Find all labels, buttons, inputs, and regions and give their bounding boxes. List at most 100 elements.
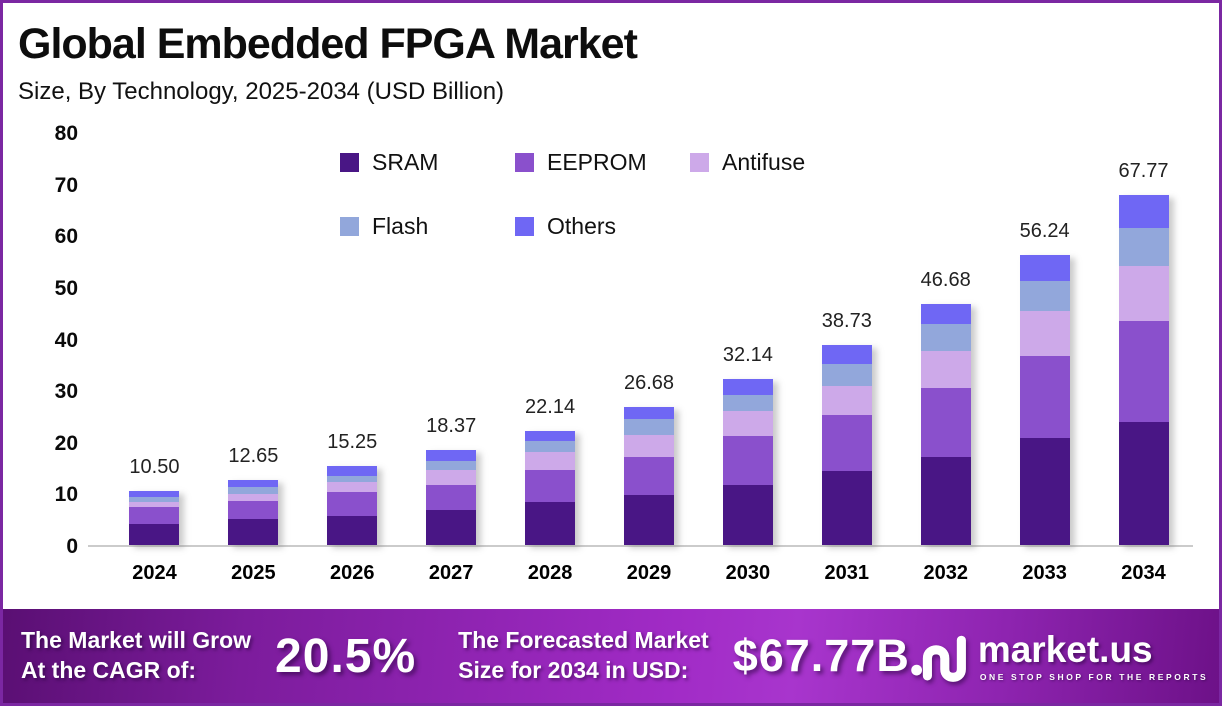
logo-name: market.us — [977, 628, 1153, 670]
stacked-bar-2027[interactable]: 18.37 — [426, 415, 477, 545]
legend-item-antifuse[interactable]: Antifuse — [690, 149, 805, 176]
bar-segment-sram-2033[interactable] — [1019, 437, 1070, 545]
bar-segment-flash-2033[interactable] — [1019, 280, 1070, 311]
stacked-bar-2025[interactable]: 12.65 — [228, 445, 279, 545]
bar-segment-flash-2031[interactable] — [821, 363, 872, 387]
forecast-label: The Forecasted Market Size for 2034 in U… — [458, 626, 709, 686]
bar-segment-others-2028[interactable] — [525, 430, 576, 441]
stacked-bar-2026[interactable]: 15.25 — [327, 431, 378, 545]
bar-group-2026: 15.25 2026 — [303, 134, 402, 584]
y-tick-label-10: 10 — [54, 483, 78, 507]
x-axis-label-2028: 2028 — [527, 562, 573, 584]
bar-segment-others-2029[interactable] — [623, 407, 674, 419]
chart-subtitle: Size, By Technology, 2025-2034 (USD Bill… — [18, 78, 505, 106]
bar-segment-others-2025[interactable] — [228, 479, 279, 488]
legend-item-flash[interactable]: Flash — [340, 213, 515, 240]
bar-segment-eeprom-2026[interactable] — [327, 492, 378, 516]
legend-item-others[interactable]: Others — [515, 213, 690, 240]
total-value-label-2026: 15.25 — [327, 431, 378, 454]
stacked-bar-2029[interactable]: 26.68 — [623, 372, 674, 545]
bar-segment-eeprom-2033[interactable] — [1019, 355, 1070, 438]
bar-segment-antifuse-2034[interactable] — [1118, 266, 1169, 321]
bar-segment-sram-2031[interactable] — [821, 470, 872, 545]
legend-item-eeprom[interactable]: EEPROM — [515, 149, 690, 176]
bar-segment-eeprom-2027[interactable] — [426, 484, 477, 511]
bar-segment-antifuse-2024[interactable] — [129, 501, 180, 507]
bar-segment-sram-2026[interactable] — [327, 515, 378, 545]
stacked-bar-2024[interactable]: 10.50 — [129, 456, 180, 545]
bar-segment-eeprom-2029[interactable] — [623, 456, 674, 496]
bar-segment-others-2033[interactable] — [1019, 254, 1070, 281]
stacked-bar-2032[interactable]: 46.68 — [920, 269, 971, 545]
bar-segment-flash-2025[interactable] — [228, 487, 279, 494]
legend-swatch-others — [515, 217, 534, 236]
bar-segment-sram-2028[interactable] — [525, 502, 576, 545]
bar-segment-sram-2027[interactable] — [426, 510, 477, 545]
bar-segment-others-2032[interactable] — [920, 304, 971, 325]
bar-segment-sram-2025[interactable] — [228, 519, 279, 545]
legend-swatch-antifuse — [690, 153, 709, 172]
bar-segment-sram-2030[interactable] — [722, 484, 773, 545]
bar-segment-eeprom-2025[interactable] — [228, 500, 279, 520]
bar-segment-others-2034[interactable] — [1118, 195, 1169, 229]
bar-segment-flash-2027[interactable] — [426, 461, 477, 470]
cagr-label-line1: The Market will Grow — [21, 627, 252, 654]
logo-tagline: ONE STOP SHOP FOR THE REPORTS — [979, 671, 1209, 682]
legend-swatch-eeprom — [515, 153, 534, 172]
bar-segment-flash-2029[interactable] — [623, 418, 674, 435]
bar-segment-sram-2024[interactable] — [129, 523, 180, 545]
bar-segment-others-2027[interactable] — [426, 450, 477, 462]
bar-segment-flash-2028[interactable] — [525, 440, 576, 452]
bar-segment-others-2031[interactable] — [821, 345, 872, 364]
bar-group-2025: 12.65 2025 — [204, 134, 303, 584]
bottom-banner: The Market will Grow At the CAGR of: 20.… — [3, 609, 1219, 703]
bar-segment-antifuse-2025[interactable] — [228, 493, 279, 501]
bar-segment-flash-2034[interactable] — [1118, 228, 1169, 267]
bar-segment-eeprom-2031[interactable] — [821, 414, 872, 471]
bar-segment-eeprom-2024[interactable] — [129, 506, 180, 524]
bar-segment-sram-2034[interactable] — [1118, 422, 1169, 545]
bar-segment-others-2024[interactable] — [129, 490, 180, 497]
bar-group-2031: 38.73 2031 — [797, 134, 896, 584]
bar-segment-eeprom-2028[interactable] — [525, 470, 576, 503]
total-value-label-2029: 26.68 — [623, 372, 675, 395]
bar-segment-flash-2032[interactable] — [920, 324, 971, 351]
bar-segment-sram-2032[interactable] — [920, 456, 971, 545]
bar-segment-antifuse-2029[interactable] — [623, 434, 674, 457]
total-value-label-2025: 12.65 — [228, 444, 279, 467]
stacked-bar-2033[interactable]: 56.24 — [1019, 220, 1070, 545]
y-tick-label-60: 60 — [54, 225, 78, 249]
x-axis-label-2030: 2030 — [725, 562, 771, 584]
y-tick-label-0: 0 — [66, 535, 78, 558]
bar-group-2032: 46.68 2032 — [896, 134, 995, 584]
legend-swatch-flash — [340, 217, 359, 236]
bar-segment-antifuse-2031[interactable] — [821, 386, 872, 415]
bar-segment-antifuse-2033[interactable] — [1019, 310, 1070, 356]
bar-segment-eeprom-2032[interactable] — [920, 387, 971, 457]
stacked-bar-2030[interactable]: 32.14 — [722, 344, 773, 545]
bar-segment-others-2030[interactable] — [722, 379, 773, 395]
legend-label-others: Others — [547, 213, 617, 239]
bar-segment-eeprom-2034[interactable] — [1118, 320, 1169, 423]
bar-segment-flash-2026[interactable] — [327, 475, 378, 483]
stacked-bar-2034[interactable]: 67.77 — [1118, 160, 1169, 545]
market-us-logo[interactable]: market.us ONE STOP SHOP FOR THE REPORTS — [910, 627, 1214, 685]
bar-segment-antifuse-2030[interactable] — [722, 410, 773, 437]
stacked-bar-2031[interactable]: 38.73 — [821, 310, 872, 545]
total-value-label-2033: 56.24 — [1019, 219, 1070, 242]
bars-container: 10.50 2024 12.65 2025 15.25 2026 18.37 2027 22.1… — [105, 134, 1193, 584]
bar-segment-antifuse-2027[interactable] — [426, 469, 477, 485]
bar-segment-flash-2024[interactable] — [129, 496, 180, 502]
bar-segment-others-2026[interactable] — [327, 466, 378, 476]
y-tick-label-20: 20 — [54, 431, 78, 455]
stacked-bar-2028[interactable]: 22.14 — [525, 396, 576, 545]
bar-segment-eeprom-2030[interactable] — [722, 436, 773, 485]
bar-segment-antifuse-2032[interactable] — [920, 350, 971, 388]
bar-group-2030: 32.14 2030 — [698, 134, 797, 584]
bar-segment-antifuse-2028[interactable] — [525, 451, 576, 471]
x-axis-label-2024: 2024 — [132, 562, 177, 584]
legend-item-sram[interactable]: SRAM — [340, 149, 515, 176]
bar-segment-antifuse-2026[interactable] — [327, 482, 378, 493]
bar-segment-flash-2030[interactable] — [722, 394, 773, 411]
bar-segment-sram-2029[interactable] — [623, 495, 674, 545]
